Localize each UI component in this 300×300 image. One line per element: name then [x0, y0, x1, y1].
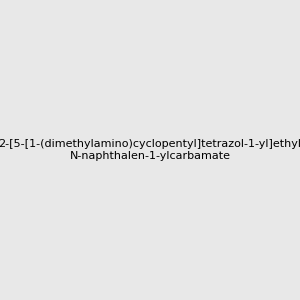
- Text: 2-[5-[1-(dimethylamino)cyclopentyl]tetrazol-1-yl]ethyl N-naphthalen-1-ylcarbamat: 2-[5-[1-(dimethylamino)cyclopentyl]tetra…: [0, 139, 300, 161]
